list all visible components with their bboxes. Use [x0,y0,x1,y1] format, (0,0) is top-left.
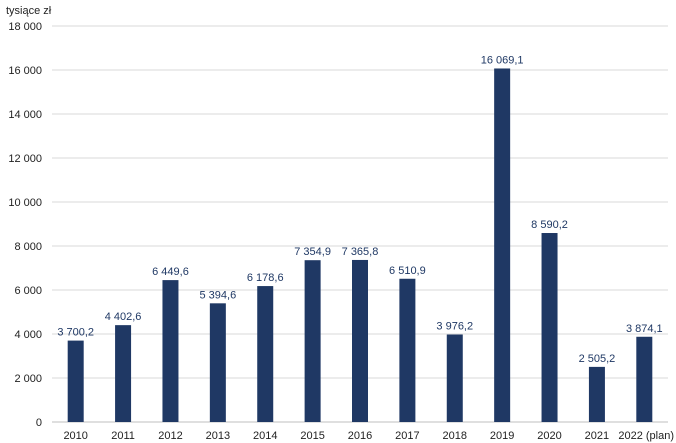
bar-2015 [304,260,321,422]
bar-2018 [446,334,463,422]
bar-value-label: 16 069,1 [481,54,524,66]
bar-value-label: 7 354,9 [294,246,331,258]
y-tick-label: 10 000 [8,197,42,209]
bar-2010 [67,340,84,422]
bar-2021 [588,366,605,422]
y-tick-label: 14 000 [8,109,42,121]
y-tick-label: 18 000 [8,21,42,33]
x-tick-label: 2016 [348,430,372,442]
x-tick-label: 2017 [395,430,419,442]
bar-value-label: 8 590,2 [531,219,568,231]
bar-value-label: 3 874,1 [626,323,663,335]
bar-value-label: 6 449,6 [152,266,189,278]
bar-2019 [494,68,511,422]
y-tick-label: 16 000 [8,65,42,77]
bar-value-label: 5 394,6 [199,289,236,301]
y-tick-label: 4 000 [14,329,42,341]
bar-value-label: 4 402,6 [105,311,142,323]
x-tick-label: 2014 [253,430,277,442]
bars [67,68,653,422]
bar-value-label: 2 505,2 [579,353,616,365]
bar-value-label: 6 178,6 [247,272,284,284]
bar-2014 [257,286,274,422]
y-tick-label: 12 000 [8,153,42,165]
bar-value-label: 3 700,2 [57,327,94,339]
bar-2022-plan [636,336,653,422]
x-tick-label: 2018 [443,430,467,442]
y-axis-title: tysiące zł [6,5,52,17]
x-tick-label: 2021 [585,430,609,442]
bar-2016 [352,259,368,422]
y-tick-label: 0 [36,417,42,429]
bar-value-label: 7 365,8 [342,246,379,258]
y-tick-label: 8 000 [14,241,42,253]
x-tick-label: 2022 (plan) [618,430,674,442]
x-tick-label: 2015 [300,430,324,442]
bar-2020 [541,233,558,422]
bar-2017 [399,278,416,422]
bar-value-label: 6 510,9 [389,265,426,277]
x-tick-label: 2019 [490,430,514,442]
bar-2013 [209,303,226,422]
y-tick-label: 6 000 [14,285,42,297]
gridlines [52,25,668,423]
bar-2011 [115,325,132,422]
bar-value-label: 3 976,2 [436,321,473,333]
x-tick-label: 2020 [537,430,561,442]
x-tick-label: 2012 [158,430,182,442]
y-tick-label: 2 000 [14,373,42,385]
x-tick-label: 2010 [63,430,87,442]
bar-2012 [162,280,179,422]
bar-value-labels: 3 700,2 4 402,6 6 449,6 5 394,6 6 178,6 7 354… [57,54,662,364]
y-axis-tick-labels: 0 2 000 4 000 6 000 8 000 10 000 12 000 14 000 1… [8,21,42,429]
x-tick-label: 2011 [111,430,135,442]
x-axis-tick-labels: 2010 2011 2012 2013 2014 2015 2016 2017 2018 2019… [63,430,674,442]
x-tick-label: 2013 [206,430,230,442]
